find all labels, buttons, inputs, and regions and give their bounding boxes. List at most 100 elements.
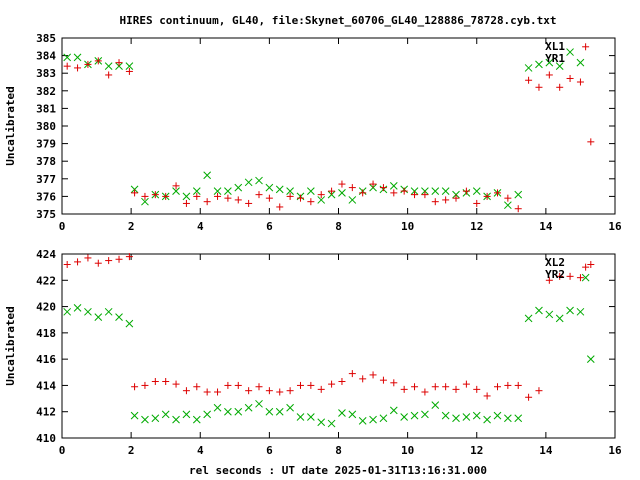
data-point-xl1 (327, 190, 336, 199)
data-point-xl1 (265, 183, 274, 192)
y-tick-label: 385 (36, 32, 56, 45)
data-point-yr1 (390, 189, 398, 197)
data-point-xl1 (286, 187, 294, 195)
data-point-xl2 (244, 403, 253, 412)
data-point-xl2 (115, 313, 123, 321)
data-point-yr1 (504, 194, 512, 202)
data-point-xl2 (566, 306, 574, 315)
data-point-yr2 (94, 259, 102, 267)
x-tick-label: 10 (401, 444, 414, 457)
data-point-xl2 (151, 414, 160, 423)
data-point-xl1 (63, 53, 72, 62)
data-point-yr1 (379, 184, 387, 192)
y-tick-label: 380 (36, 120, 56, 133)
data-point-yr2 (105, 257, 113, 265)
data-point-xl2 (224, 407, 232, 416)
data-point-yr2 (411, 383, 419, 391)
data-point-yr1 (265, 194, 273, 202)
data-point-yr1 (400, 187, 408, 195)
data-point-yr1 (255, 191, 263, 199)
data-point-yr1 (535, 83, 543, 91)
data-point-yr2 (545, 276, 553, 284)
data-point-yr1 (582, 43, 590, 51)
data-point-yr1 (84, 60, 92, 68)
x-tick-label: 12 (470, 444, 483, 457)
data-point-yr1 (74, 64, 82, 72)
data-point-yr2 (307, 381, 315, 389)
data-point-yr2 (182, 387, 190, 395)
data-point-yr2 (245, 387, 253, 395)
data-point-yr2 (74, 258, 82, 266)
data-point-yr2 (379, 376, 387, 384)
x-tick-label: 2 (128, 444, 135, 457)
data-point-yr2 (214, 388, 222, 396)
data-point-xl2 (545, 310, 554, 319)
data-point-yr2 (172, 380, 180, 388)
data-point-xl1 (566, 48, 574, 56)
data-point-xl1 (555, 62, 564, 71)
y-axis-label: Uncalibrated (4, 306, 17, 385)
data-point-yr2 (566, 272, 574, 280)
data-point-yr1 (421, 191, 429, 199)
data-point-xl2 (317, 418, 326, 427)
data-point-yr1 (131, 189, 139, 197)
data-point-xl2 (524, 314, 533, 323)
data-point-yr1 (224, 194, 232, 202)
data-point-xl1 (182, 192, 191, 201)
data-point-yr2 (193, 383, 201, 391)
data-point-yr2 (582, 263, 590, 271)
data-point-yr1 (105, 71, 113, 79)
x-tick-label: 8 (335, 444, 342, 457)
data-point-yr2 (359, 375, 367, 383)
data-point-xl2 (555, 314, 564, 323)
data-point-yr1 (483, 192, 491, 200)
data-point-xl2 (161, 410, 170, 419)
data-point-yr1 (94, 57, 102, 65)
data-point-yr2 (514, 381, 522, 389)
data-point-xl1 (224, 187, 232, 195)
data-point-yr2 (576, 274, 584, 282)
data-point-xl2 (441, 411, 450, 420)
data-point-yr2 (63, 261, 71, 269)
data-point-xl1 (192, 187, 201, 195)
data-point-yr1 (276, 203, 284, 211)
data-point-xl1 (125, 62, 134, 71)
data-point-xl1 (213, 187, 222, 195)
y-tick-label: 382 (36, 85, 56, 98)
y-tick-label: 420 (36, 301, 56, 314)
data-point-xl1 (524, 64, 533, 72)
data-point-xl2 (514, 414, 523, 423)
data-point-xl2 (327, 419, 336, 428)
data-point-xl1 (348, 196, 357, 204)
data-point-xl2 (104, 307, 113, 316)
data-point-yr2 (255, 383, 263, 391)
x-tick-label: 4 (197, 444, 204, 457)
data-point-xl1 (172, 187, 180, 195)
data-point-yr1 (115, 59, 123, 67)
data-point-yr2 (348, 370, 356, 378)
x-axis-label: rel seconds : UT date 2025-01-31T13:16:3… (189, 464, 487, 477)
data-point-xl2 (265, 407, 274, 416)
data-point-xl2 (358, 417, 367, 425)
y-tick-label: 379 (36, 138, 56, 151)
data-point-xl1 (576, 58, 585, 67)
data-point-xl2 (348, 410, 357, 419)
data-point-yr1 (317, 191, 325, 199)
y-tick-label: 416 (36, 353, 56, 366)
data-point-yr2 (483, 392, 491, 400)
data-point-yr2 (317, 385, 325, 393)
data-point-yr2 (203, 388, 211, 396)
data-point-xl2 (141, 415, 149, 424)
plot-panel-2: 410 412 414 416 418 420 422 424 0 2 4 6 8 10 12 14 16 Unc… (4, 248, 622, 457)
data-point-yr2 (504, 381, 512, 389)
data-point-yr2 (525, 393, 533, 401)
y-tick-label: 414 (36, 379, 56, 392)
data-point-xl2 (182, 410, 191, 419)
data-point-xl2 (576, 307, 585, 316)
data-point-yr1 (493, 189, 501, 197)
data-point-yr2 (84, 254, 92, 262)
data-point-yr1 (286, 192, 294, 200)
data-point-yr2 (556, 272, 564, 280)
x-tick-label: 14 (539, 220, 553, 233)
y-tick-label: 424 (36, 248, 56, 261)
